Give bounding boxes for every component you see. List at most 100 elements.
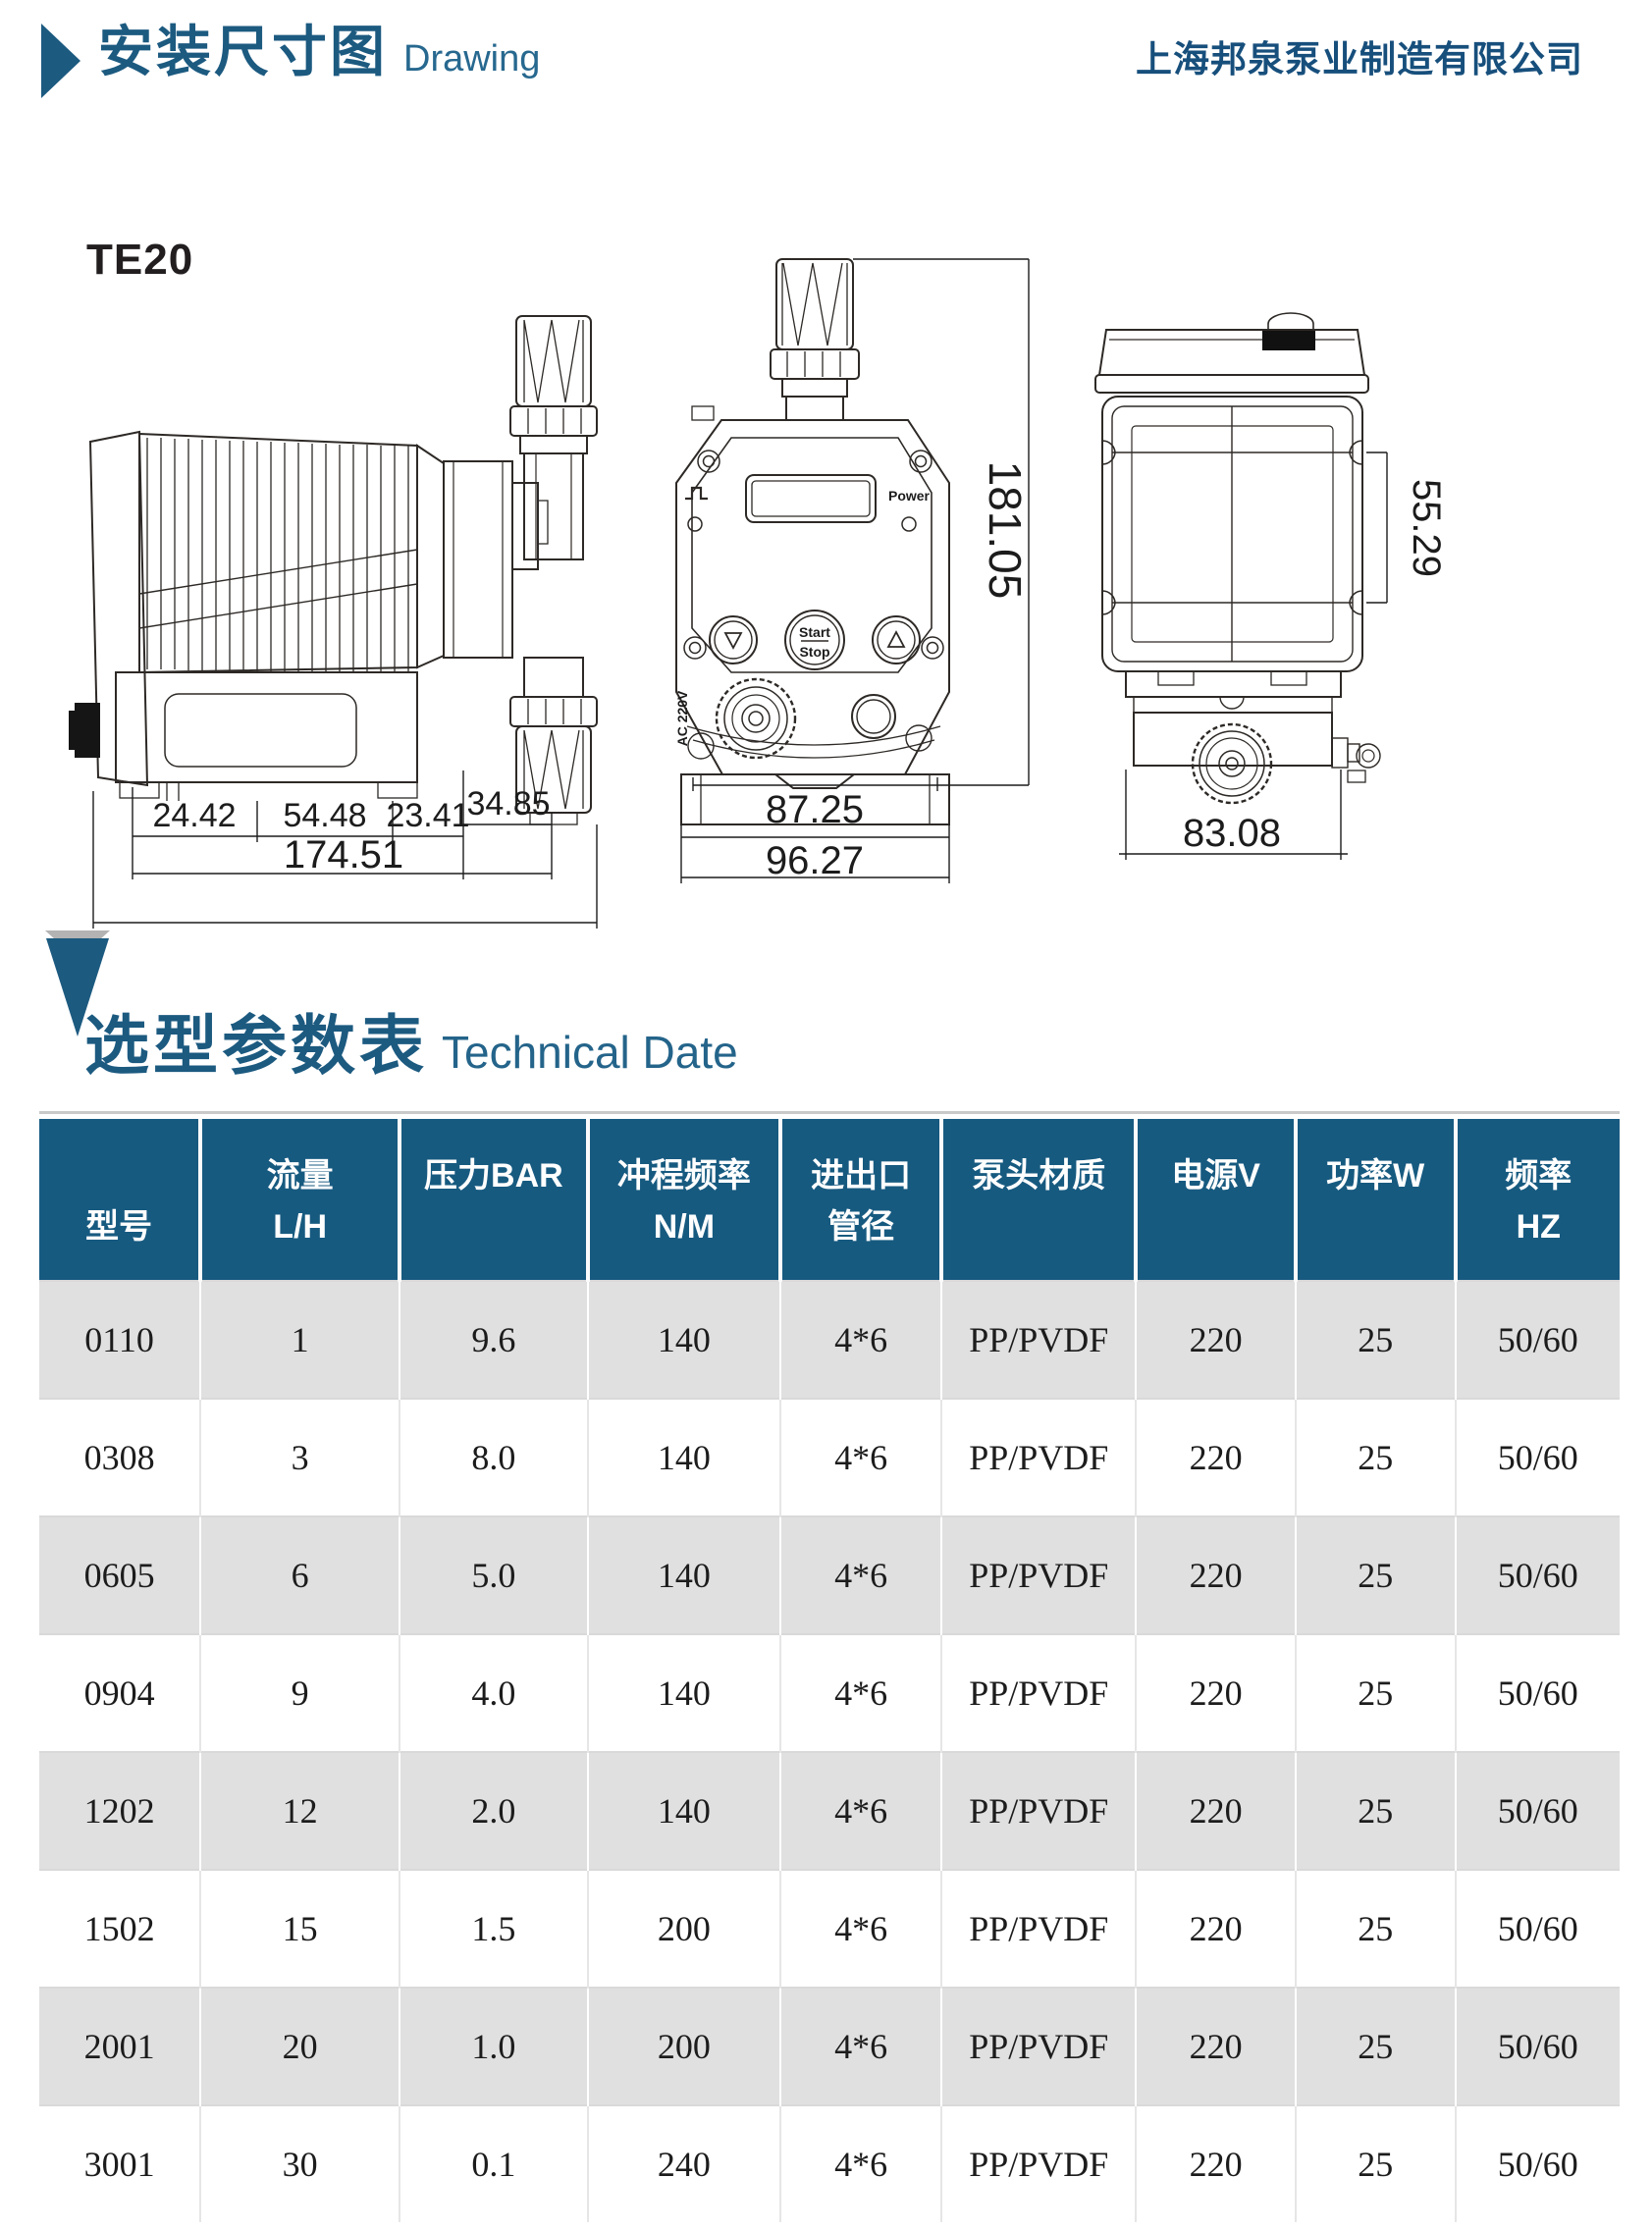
table-cell: 25 <box>1294 1869 1456 1988</box>
pulse-led <box>687 516 703 532</box>
dim-rear-hole-span: 55.29 <box>1405 479 1448 577</box>
table-cell: 1 <box>199 1280 400 1399</box>
rear-view: 55.29 83.08 <box>1094 312 1448 860</box>
table-cell: 50/60 <box>1454 1280 1620 1399</box>
col-header-head-material: 泵头材质 <box>939 1119 1137 1281</box>
front-view: Power Start Stop AC 220V <box>674 258 1031 883</box>
table-cell: PP/PVDF <box>940 1751 1137 1870</box>
side-view: 24.42 54.48 23.41 34.85 174.51 <box>69 315 598 929</box>
parameters-table: 型号 流量 L/H 压力BAR 冲程频率 N/M 进出口 管径 泵头材质 电源V 功率… <box>39 1119 1620 2222</box>
table-row: 0308 3 8.0 140 4*6 PP/PVDF 220 25 50/60 <box>39 1398 1620 1516</box>
table-cell: 6 <box>199 1515 400 1634</box>
table-cell: 0904 <box>39 1633 201 1752</box>
col-header-pressure: 压力BAR <box>398 1119 588 1281</box>
table-cell: 220 <box>1135 1987 1296 2105</box>
table-cell: PP/PVDF <box>940 1280 1137 1399</box>
page-title: 安装尺寸图 Drawing <box>98 8 540 87</box>
table-cell: 3001 <box>39 2104 201 2222</box>
right-arrow-icon <box>41 24 80 98</box>
ac-voltage-label: AC 220V <box>674 690 690 746</box>
col-header-port-size: 进出口 管径 <box>778 1119 942 1281</box>
start-stop-button: Start Stop <box>784 610 845 670</box>
table-cell: 8.0 <box>399 1398 588 1516</box>
down-button <box>709 615 758 664</box>
table-row: 3001 30 0.1 240 4*6 PP/PVDF 220 25 50/60 <box>39 2104 1620 2222</box>
table-cell: 220 <box>1135 1633 1296 1752</box>
col-header-stroke-rate: 冲程频率 N/M <box>585 1119 781 1281</box>
table-cell: 4*6 <box>779 1633 942 1752</box>
table-cell: 1.5 <box>399 1869 588 1988</box>
table-cell: 0605 <box>39 1515 201 1634</box>
dim-side-seg1: 24.42 <box>152 797 236 834</box>
speed-dial <box>715 677 797 760</box>
section-title-zh: 选型参数表 <box>84 1009 428 1082</box>
dim-side-total: 174.51 <box>284 833 403 876</box>
down-arrow-icon <box>723 632 743 650</box>
table-cell: 2.0 <box>399 1751 588 1870</box>
table-cell: 50/60 <box>1454 2104 1620 2222</box>
table-cell: 0308 <box>39 1398 201 1516</box>
technical-drawing: 24.42 54.48 23.41 34.85 174.51 <box>69 258 1448 929</box>
table-cell: PP/PVDF <box>940 1515 1137 1634</box>
table-cell: 4*6 <box>779 1987 942 2105</box>
table-cell: 4.0 <box>399 1633 588 1752</box>
start-label: Start <box>799 624 830 640</box>
table-cell: 25 <box>1294 1398 1456 1516</box>
table-cell: 4*6 <box>779 1515 942 1634</box>
table-cell: 4*6 <box>779 1869 942 1988</box>
dim-front-width-inner: 87.25 <box>766 788 864 831</box>
power-label: Power <box>888 488 931 504</box>
table-cell: 15 <box>199 1869 400 1988</box>
stop-label: Stop <box>799 644 829 660</box>
col-header-flow: 流量 L/H <box>198 1119 400 1281</box>
table-cell: 25 <box>1294 1280 1456 1399</box>
table-row: 0904 9 4.0 140 4*6 PP/PVDF 220 25 50/60 <box>39 1633 1620 1752</box>
table-cell: PP/PVDF <box>940 1633 1137 1752</box>
table-cell: 220 <box>1135 1515 1296 1634</box>
table-cell: 12 <box>199 1751 400 1870</box>
pulse-icon <box>685 486 708 501</box>
dim-front-width-outer: 96.27 <box>766 839 864 882</box>
cable-connector <box>851 694 896 739</box>
table-header-row: 型号 流量 L/H 压力BAR 冲程频率 N/M 进出口 管径 泵头材质 电源V 功率… <box>39 1119 1620 1281</box>
dim-side-seg4: 34.85 <box>466 785 550 823</box>
table-cell: 30 <box>199 2104 400 2222</box>
table-row: 1202 12 2.0 140 4*6 PP/PVDF 220 25 50/60 <box>39 1751 1620 1870</box>
dim-side-seg2: 54.48 <box>283 797 366 834</box>
table-cell: 220 <box>1135 1398 1296 1516</box>
page-title-zh: 安装尺寸图 <box>98 21 388 82</box>
col-header-power: 功率W <box>1293 1119 1456 1281</box>
col-header-model: 型号 <box>39 1119 201 1281</box>
model-label: TE20 <box>86 236 194 284</box>
table-cell: 140 <box>586 1633 781 1752</box>
table-cell: 2001 <box>39 1987 201 2105</box>
table-cell: 0110 <box>39 1280 201 1399</box>
dim-side-seg3: 23.41 <box>386 797 469 834</box>
table-cell: 50/60 <box>1454 1751 1620 1870</box>
table-cell: 1202 <box>39 1751 201 1870</box>
table-cell: 25 <box>1294 2104 1456 2222</box>
table-cell: 50/60 <box>1454 1633 1620 1752</box>
table-cell: PP/PVDF <box>940 1987 1137 2105</box>
table-cell: 220 <box>1135 1280 1296 1399</box>
table-row: 0605 6 5.0 140 4*6 PP/PVDF 220 25 50/60 <box>39 1515 1620 1634</box>
table-cell: 140 <box>586 1515 781 1634</box>
table-cell: 200 <box>586 1869 781 1988</box>
table-row: 0110 1 9.6 140 4*6 PP/PVDF 220 25 50/60 <box>39 1280 1620 1399</box>
table-cell: 4*6 <box>779 1398 942 1516</box>
table-cell: 140 <box>586 1398 781 1516</box>
table-cell: 25 <box>1294 1987 1456 2105</box>
table-cell: 4*6 <box>779 2104 942 2222</box>
table-cell: 25 <box>1294 1515 1456 1634</box>
page-title-en: Drawing <box>403 38 541 80</box>
table-cell: 5.0 <box>399 1515 588 1634</box>
table-cell: 220 <box>1135 2104 1296 2222</box>
table-cell: 200 <box>586 1987 781 2105</box>
up-arrow-icon <box>886 630 906 648</box>
table-cell: PP/PVDF <box>940 1869 1137 1988</box>
table-body: 0110 1 9.6 140 4*6 PP/PVDF 220 25 50/60 0308 3 8.0 1… <box>39 1280 1620 2222</box>
company-name: 上海邦泉泵业制造有限公司 <box>1136 39 1583 80</box>
table-cell: 220 <box>1135 1869 1296 1988</box>
section-title-en: Technical Date <box>442 1027 738 1078</box>
